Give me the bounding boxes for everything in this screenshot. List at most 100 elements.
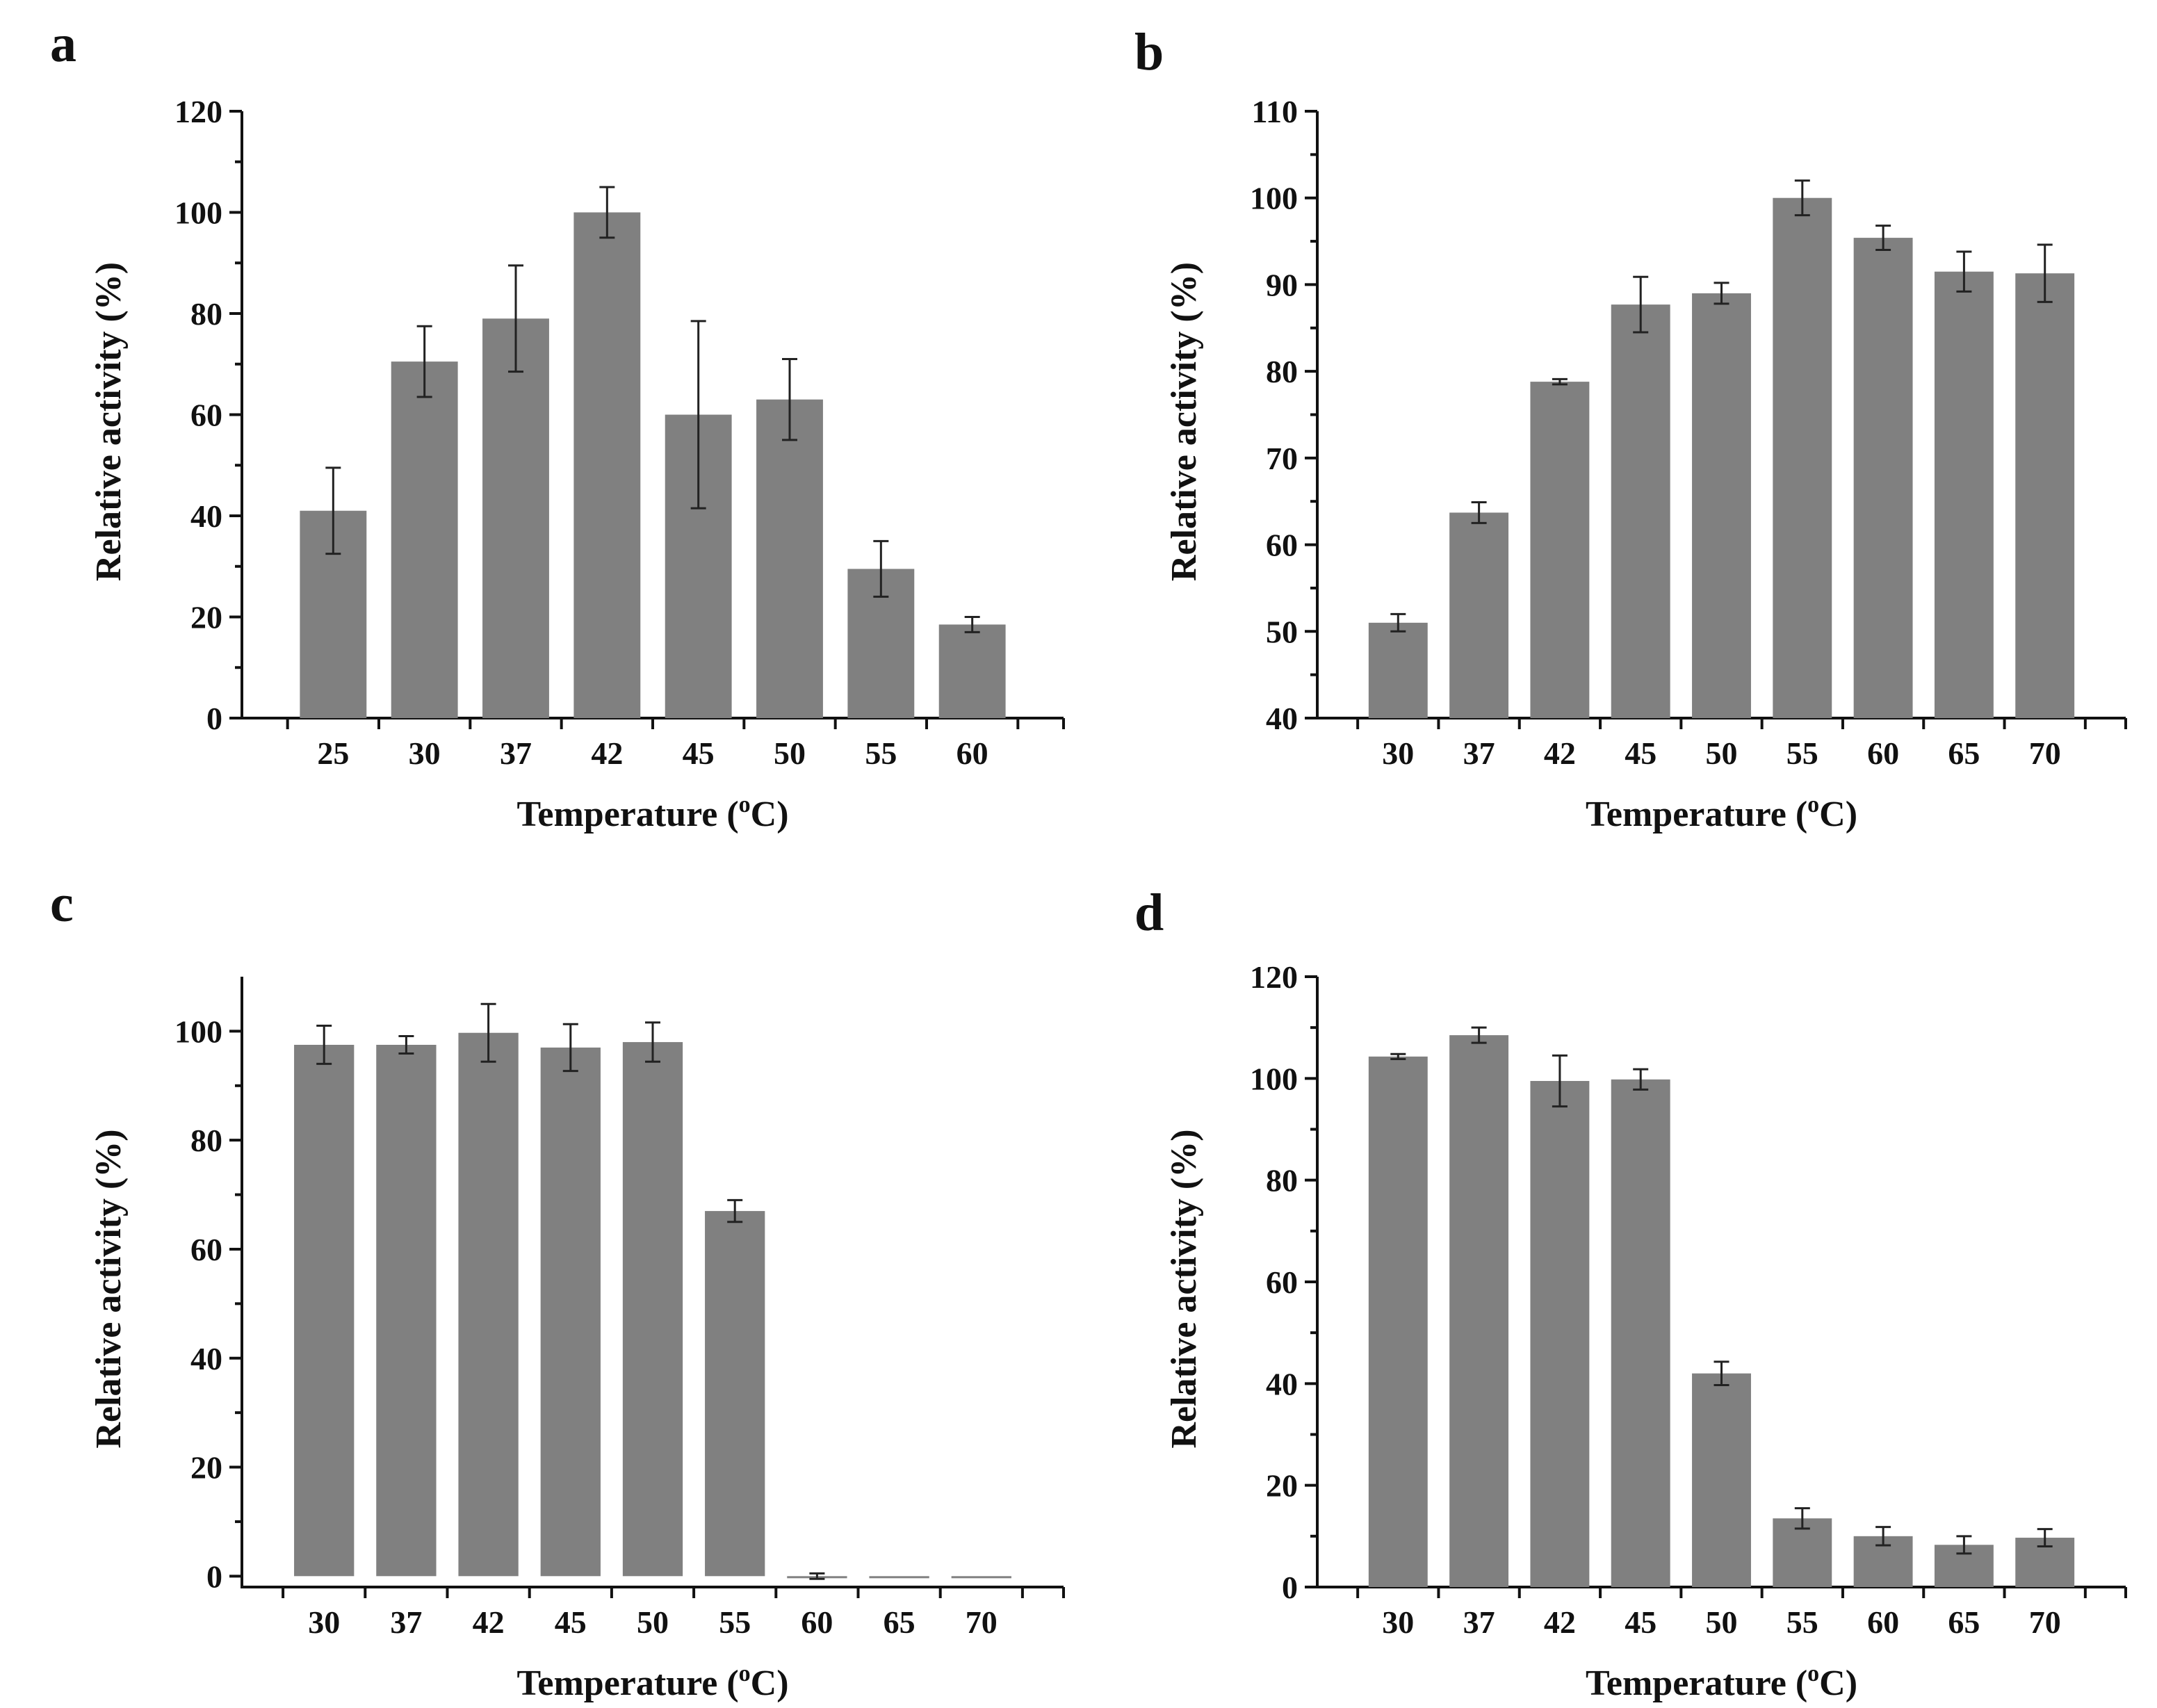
x-tick-label: 50 [1706,735,1738,771]
y-tick-label: 80 [190,1123,222,1158]
bar [376,1044,437,1577]
x-tick-label: 70 [2029,1604,2061,1640]
x-tick-label: 30 [1382,1604,1414,1640]
y-tick-label: 70 [1266,441,1298,476]
y-tick-label: 60 [1266,1264,1298,1300]
x-tick-label: 37 [500,735,532,771]
bar [1530,382,1590,718]
x-tick-label: 50 [637,1604,669,1640]
x-axis-title: Temperature (oC) [516,1661,788,1703]
chart-panel-b: b 40 50 60 70 80 90 100 110 30 37 42 45 50 55 60 65 70 Tem… [1134,23,2127,834]
x-tick-label: 42 [473,1604,505,1640]
bar [573,212,641,718]
y-tick-label: 0 [1282,1570,1298,1605]
x-tick-label: 70 [2029,735,2061,771]
y-tick-label: 40 [1266,1366,1298,1401]
y-axis-title: Relative activity (%) [89,262,129,581]
x-tick-label: 65 [1948,1604,1980,1640]
y-tick-label: 120 [174,94,222,129]
y-tick-label: 40 [190,498,222,534]
x-tick-label: 25 [317,735,349,771]
y-tick-label: 90 [1266,267,1298,302]
x-tick-label: 45 [555,1604,587,1640]
chart-panel-d: d 0 20 40 60 80 100 120 30 37 42 45 50 55 60 65 70 Temper… [1134,884,2127,1703]
bar [1368,622,1428,718]
bar [540,1047,601,1577]
bar [756,399,823,718]
panel-letter: a [50,15,76,73]
x-axis-title: Temperature (oC) [1586,1661,1857,1703]
y-tick-label: 60 [1266,528,1298,563]
x-tick-label: 37 [1463,735,1495,771]
x-tick-label: 37 [390,1604,422,1640]
panel-letter: c [50,875,74,933]
y-tick-label: 120 [1250,959,1298,995]
x-tick-label: 55 [1786,735,1818,771]
y-tick-label: 60 [190,1232,222,1267]
x-tick-label: 37 [1463,1604,1495,1640]
x-tick-label: 42 [1544,1604,1576,1640]
y-tick-label: 100 [174,195,222,231]
x-tick-label: 45 [1625,735,1657,771]
bar [1530,1080,1590,1587]
y-tick-label: 0 [206,1559,222,1594]
bar [294,1044,355,1577]
x-tick-label: 42 [1544,735,1576,771]
x-tick-label: 50 [1706,1604,1738,1640]
chart-panel-c: c 0 20 40 60 80 100 30 37 42 45 50 55 60 65 70 Temperatu… [50,875,1065,1703]
x-tick-label: 60 [957,735,988,771]
bar [1773,1518,1832,1587]
bar [1853,238,1913,718]
y-tick-label: 40 [190,1341,222,1376]
y-axis-title: Relative activity (%) [1164,262,1204,581]
bar [391,361,458,718]
y-tick-label: 100 [1250,181,1298,216]
x-axis-title: Temperature (oC) [1586,792,1857,834]
x-tick-label: 30 [1382,735,1414,771]
y-tick-label: 20 [1266,1468,1298,1504]
bar [869,1576,929,1579]
x-tick-label: 45 [1625,1604,1657,1640]
x-tick-label: 45 [683,735,715,771]
x-tick-label: 60 [801,1604,833,1640]
y-tick-label: 80 [1266,1163,1298,1198]
bar [1692,1373,1751,1587]
bar [1611,1079,1670,1587]
panel-letter: d [1134,884,1164,942]
chart-panel-a: a 0 20 40 60 80 100 120 25 30 37 42 45 50 55 60 Temperat… [50,15,1065,834]
x-tick-label: 42 [591,735,623,771]
y-axis-title: Relative activity (%) [89,1129,129,1448]
bar [1773,197,1832,718]
y-tick-label: 50 [1266,614,1298,649]
y-tick-label: 100 [174,1014,222,1049]
x-tick-label: 65 [884,1604,915,1640]
x-tick-label: 60 [1867,1604,1899,1640]
x-tick-label: 60 [1867,735,1899,771]
bar [622,1042,683,1577]
y-tick-label: 80 [190,296,222,332]
y-axis-title: Relative activity (%) [1164,1129,1204,1448]
y-tick-label: 80 [1266,354,1298,389]
bar [1449,512,1509,718]
bar [1934,271,1994,718]
y-tick-label: 110 [1252,94,1298,129]
x-tick-label: 55 [865,735,897,771]
y-tick-label: 20 [190,1450,222,1486]
bar [1449,1035,1509,1587]
x-tick-label: 30 [308,1604,340,1640]
bar [2015,273,2075,719]
bar [1692,293,1751,718]
x-tick-label: 50 [774,735,806,771]
x-tick-label: 65 [1948,735,1980,771]
x-tick-label: 55 [719,1604,751,1640]
y-tick-label: 100 [1250,1061,1298,1096]
bar [705,1211,765,1577]
panel-letter: b [1134,23,1164,81]
bar [938,624,1006,718]
x-axis-title: Temperature (oC) [516,792,788,834]
bar [1611,304,1670,718]
y-tick-label: 40 [1266,701,1298,736]
y-tick-label: 20 [190,600,222,635]
bar [951,1576,1011,1579]
